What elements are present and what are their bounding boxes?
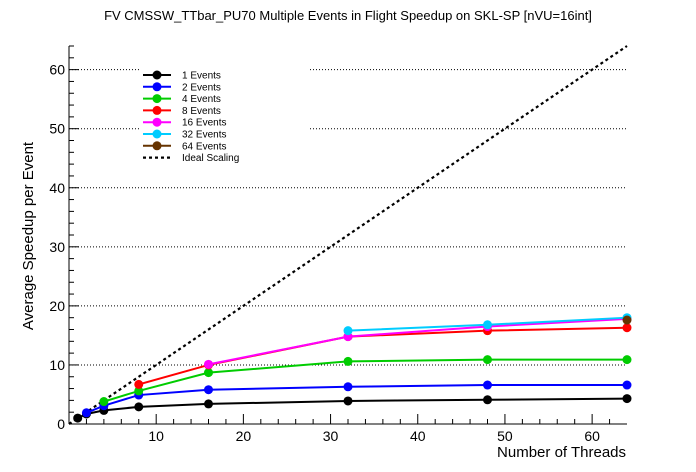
data-point bbox=[204, 368, 213, 378]
legend-marker bbox=[152, 117, 162, 127]
legend-label: 64 Events bbox=[182, 141, 226, 152]
data-point bbox=[483, 380, 492, 390]
data-point bbox=[73, 413, 83, 423]
x-tick-label: 10 bbox=[148, 428, 164, 444]
data-point bbox=[204, 399, 213, 409]
series-1-events bbox=[73, 394, 632, 423]
data-point bbox=[134, 402, 144, 412]
x-tick-label: 20 bbox=[236, 428, 252, 444]
legend-label: 1 Events bbox=[182, 71, 221, 82]
legend-item-4-events: 4 Events bbox=[143, 94, 221, 105]
data-point bbox=[343, 356, 353, 366]
data-point bbox=[134, 379, 144, 389]
legend-marker bbox=[152, 129, 162, 139]
data-point bbox=[81, 408, 91, 418]
data-point bbox=[483, 395, 492, 405]
series-layer bbox=[73, 313, 632, 423]
data-point bbox=[483, 320, 492, 330]
legend-marker bbox=[152, 94, 162, 104]
legend-item-64-events: 64 Events bbox=[143, 141, 226, 152]
y-axis-title: Average Speedup per Event bbox=[20, 141, 37, 330]
legend-marker bbox=[152, 141, 162, 151]
axis-ticks: 0 10 20 30 40 50 60 10 20 30 40 50 60 bbox=[49, 45, 611, 444]
legend-label: 4 Events bbox=[182, 94, 221, 105]
legend-label: Ideal Scaling bbox=[182, 153, 239, 164]
x-tick-label: 30 bbox=[323, 428, 339, 444]
data-point bbox=[483, 355, 492, 365]
data-point bbox=[204, 385, 213, 395]
data-point bbox=[622, 355, 632, 365]
data-point bbox=[622, 380, 632, 390]
data-point bbox=[99, 397, 109, 407]
legend-label: 32 Events bbox=[182, 130, 226, 141]
x-axis-title: Number of Threads bbox=[497, 444, 626, 461]
data-point bbox=[622, 315, 632, 325]
y-tick-label: 60 bbox=[49, 62, 65, 78]
legend-marker bbox=[152, 82, 162, 92]
legend-label: 8 Events bbox=[182, 106, 221, 117]
series-line bbox=[208, 317, 628, 366]
y-tick-label: 40 bbox=[49, 180, 65, 196]
grid-lines bbox=[69, 69, 627, 366]
legend-label: 2 Events bbox=[182, 82, 221, 93]
x-tick-label: 40 bbox=[410, 428, 426, 444]
series-64-events bbox=[622, 315, 632, 325]
data-point bbox=[204, 359, 213, 369]
legend-item-32-events: 32 Events bbox=[143, 129, 226, 141]
series-line bbox=[103, 358, 627, 403]
legend-marker bbox=[152, 105, 162, 115]
data-point bbox=[622, 323, 632, 333]
x-tick-label: 50 bbox=[497, 428, 513, 444]
legend-item-16-events: 16 Events bbox=[143, 117, 226, 129]
ideal-scaling-line bbox=[68, 45, 628, 425]
chart-title: FV CMSSW_TTbar_PU70 Multiple Events in F… bbox=[104, 8, 592, 23]
x-tick-label: 60 bbox=[584, 428, 600, 444]
legend-marker bbox=[152, 70, 162, 80]
legend-label: 16 Events bbox=[182, 118, 226, 129]
legend-item-ideal-scaling: Ideal Scaling bbox=[143, 153, 239, 164]
y-tick-label: 10 bbox=[49, 357, 65, 373]
data-point bbox=[622, 394, 632, 404]
legend-item-2-events: 2 Events bbox=[143, 82, 221, 93]
data-point bbox=[343, 382, 353, 392]
legend-item-8-events: 8 Events bbox=[143, 105, 221, 117]
y-tick-label: 0 bbox=[57, 416, 65, 432]
y-tick-label: 50 bbox=[49, 121, 65, 137]
legend-item-1-events: 1 Events bbox=[143, 70, 221, 82]
data-point bbox=[343, 326, 353, 336]
ideal-scaling-layer bbox=[68, 45, 628, 425]
data-point bbox=[134, 386, 144, 396]
y-tick-label: 20 bbox=[49, 298, 65, 314]
data-point bbox=[343, 396, 353, 406]
y-tick-label: 30 bbox=[49, 239, 65, 255]
series-line bbox=[138, 326, 628, 386]
series-4-events bbox=[99, 355, 632, 407]
